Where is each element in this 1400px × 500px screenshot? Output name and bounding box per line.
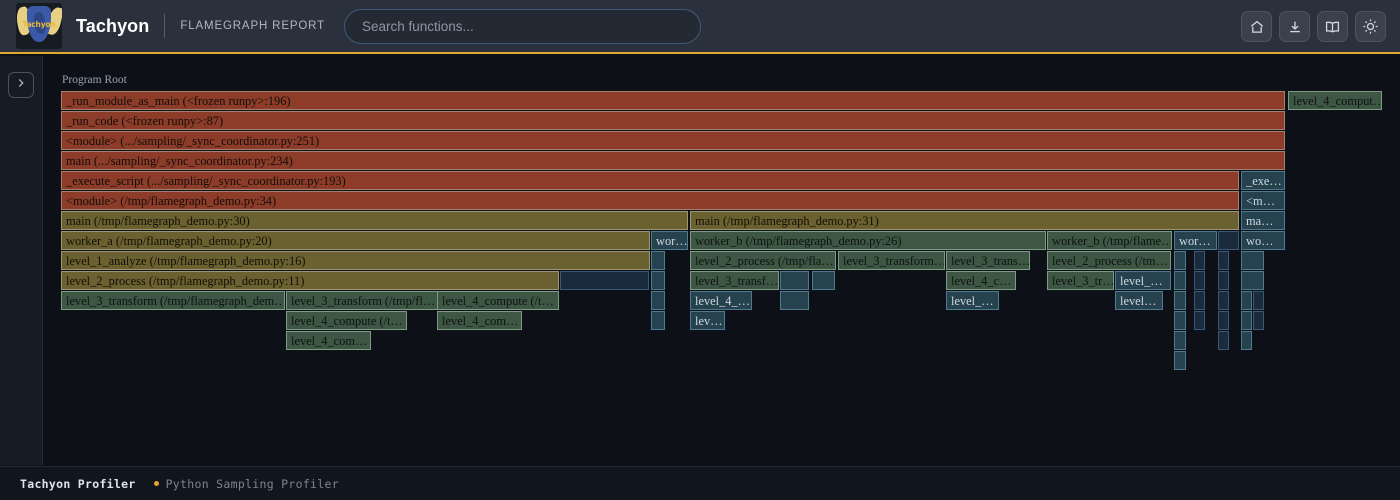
flamegraph-frame[interactable] xyxy=(1253,291,1264,310)
flamegraph-frame[interactable]: wo… xyxy=(1241,231,1285,250)
flamegraph-frame[interactable] xyxy=(1174,271,1186,290)
flamegraph-frame[interactable]: level_4_com… xyxy=(437,311,522,330)
flamegraph-root-label: Program Root xyxy=(62,74,127,86)
flamegraph-frame[interactable]: level… xyxy=(1115,291,1163,310)
search-input[interactable] xyxy=(344,8,701,44)
flamegraph-frame[interactable]: level_1_analyze (/tmp/flamegraph_demo.py… xyxy=(61,251,650,270)
flamegraph-frame[interactable] xyxy=(560,271,649,290)
footer-brand-label: Tachyon Profiler xyxy=(20,476,136,491)
flamegraph-frame[interactable] xyxy=(651,291,665,310)
flamegraph-frame[interactable] xyxy=(651,311,665,330)
footer-subtitle: Python Sampling Profiler xyxy=(165,476,339,491)
flamegraph-frame[interactable] xyxy=(1241,271,1264,290)
flamegraph-frame[interactable]: level_4_comput… xyxy=(1288,91,1382,110)
flamegraph-frame[interactable]: _execute_script (.../sampling/_sync_coor… xyxy=(61,171,1239,190)
sidebar-expand-button[interactable] xyxy=(8,72,34,98)
flamegraph-frame[interactable]: level_3_transf… xyxy=(690,271,779,290)
flamegraph-frame[interactable]: lev… xyxy=(690,311,725,330)
flamegraph-frame[interactable] xyxy=(1218,311,1229,330)
logo-wordmark: Tachyon xyxy=(22,20,56,29)
flamegraph-frame[interactable] xyxy=(1174,311,1186,330)
flamegraph-frame[interactable] xyxy=(1194,251,1205,270)
flamegraph-frame[interactable] xyxy=(1218,331,1229,350)
flamegraph-frame[interactable]: <module> (/tmp/flamegraph_demo.py:34) xyxy=(61,191,1239,210)
download-icon-button[interactable] xyxy=(1279,11,1310,42)
flamegraph-frame[interactable] xyxy=(1194,271,1205,290)
home-icon xyxy=(1249,19,1265,35)
flamegraph-frame[interactable] xyxy=(1194,311,1205,330)
flamegraph-frame[interactable] xyxy=(780,271,809,290)
flamegraph-frame[interactable]: main (.../sampling/_sync_coordinator.py:… xyxy=(61,151,1285,170)
flamegraph-frame[interactable]: level_… xyxy=(1115,271,1171,290)
app-footer: Tachyon Profiler Python Sampling Profile… xyxy=(0,466,1400,500)
flamegraph-frame[interactable]: level_4_c… xyxy=(946,271,1016,290)
flamegraph-frame[interactable]: level_3_tr… xyxy=(1047,271,1114,290)
flamegraph-frame[interactable]: _run_module_as_main (<frozen runpy>:196) xyxy=(61,91,1285,110)
flamegraph-frame[interactable]: level_4_… xyxy=(690,291,752,310)
flamegraph-frame[interactable] xyxy=(1174,351,1186,370)
flamegraph-frame[interactable]: level_3_transform (/tmp/fl… xyxy=(286,291,441,310)
flamegraph-frame[interactable]: main (/tmp/flamegraph_demo.py:30) xyxy=(61,211,688,230)
flamegraph-frame[interactable]: wor… xyxy=(1174,231,1217,250)
flamegraph-frame[interactable]: <module> (.../sampling/_sync_coordinator… xyxy=(61,131,1285,150)
flamegraph-frame[interactable] xyxy=(1218,231,1239,250)
flamegraph-frame[interactable]: level_4_compute (/t… xyxy=(437,291,559,310)
status-dot xyxy=(153,481,159,486)
book-icon-button[interactable] xyxy=(1317,11,1348,42)
flamegraph-frame[interactable]: ma… xyxy=(1241,211,1285,230)
flamegraph-frame[interactable]: level_4_com… xyxy=(286,331,371,350)
flamegraph-frame[interactable]: level_… xyxy=(946,291,999,310)
flamegraph-frame[interactable]: worker_b (/tmp/flame… xyxy=(1047,231,1172,250)
flamegraph-frame[interactable]: worker_b (/tmp/flamegraph_demo.py:26) xyxy=(690,231,1046,250)
flamegraph-frame[interactable]: level_2_process (/tm… xyxy=(1047,251,1171,270)
flamegraph-frame[interactable] xyxy=(1218,251,1229,270)
sun-icon-button[interactable] xyxy=(1355,11,1386,42)
flamegraph-frame[interactable] xyxy=(780,291,809,310)
brand-title: Tachyon xyxy=(76,15,150,36)
left-sidebar xyxy=(0,56,43,465)
header-divider xyxy=(164,14,166,38)
app-header: Tachyon Tachyon FLAMEGRAPH REPORT xyxy=(0,0,1400,54)
flamegraph-frame[interactable]: _exe… xyxy=(1241,171,1285,190)
header-actions xyxy=(1241,11,1386,42)
flamegraph-frame[interactable] xyxy=(651,271,665,290)
book-icon xyxy=(1324,19,1341,35)
flamegraph-frame[interactable]: level_3_transform (/tmp/flamegraph_dem… xyxy=(61,291,285,310)
flamegraph-frame[interactable]: level_3_trans… xyxy=(946,251,1030,270)
flamegraph-frame[interactable]: worker_a (/tmp/flamegraph_demo.py:20) xyxy=(61,231,650,250)
flamegraph-frame[interactable] xyxy=(1241,291,1252,310)
flamegraph-frame[interactable]: level_4_compute (/t… xyxy=(286,311,407,330)
flamegraph-frame[interactable] xyxy=(1218,271,1229,290)
flamegraph-frame[interactable] xyxy=(1241,331,1252,350)
flamegraph-frame[interactable] xyxy=(1218,291,1229,310)
chevron-right-icon xyxy=(15,76,27,94)
flamegraph-frame[interactable] xyxy=(1241,311,1252,330)
flamegraph-frame[interactable] xyxy=(1174,291,1186,310)
flamegraph-frame[interactable]: level_2_process (/tmp/fla… xyxy=(690,251,836,270)
search-container xyxy=(344,8,701,44)
flamegraph-canvas[interactable]: Program Root _run_module_as_main (<froze… xyxy=(44,56,1400,465)
sun-icon xyxy=(1362,18,1379,35)
report-type-label: FLAMEGRAPH REPORT xyxy=(180,20,325,32)
home-icon-button[interactable] xyxy=(1241,11,1272,42)
flamegraph-frame[interactable] xyxy=(1174,331,1186,350)
flamegraph-frame[interactable] xyxy=(1253,311,1264,330)
flamegraph-frame[interactable]: level_3_transform… xyxy=(838,251,945,270)
flamegraph-frame[interactable] xyxy=(812,271,835,290)
flamegraph-frame[interactable] xyxy=(651,251,665,270)
app-logo: Tachyon xyxy=(16,3,62,49)
flamegraph-frame[interactable]: wor… xyxy=(651,231,688,250)
flamegraph-frame[interactable]: main (/tmp/flamegraph_demo.py:31) xyxy=(690,211,1239,230)
flamegraph-frame[interactable] xyxy=(1174,251,1186,270)
download-icon xyxy=(1287,19,1303,35)
flamegraph-frame[interactable]: level_2_process (/tmp/flamegraph_demo.py… xyxy=(61,271,559,290)
flamegraph-frame[interactable] xyxy=(1194,291,1205,310)
flamegraph-frame[interactable] xyxy=(1241,251,1264,270)
flamegraph-frame[interactable]: _run_code (<frozen runpy>:87) xyxy=(61,111,1285,130)
flamegraph-frame[interactable]: <m… xyxy=(1241,191,1285,210)
